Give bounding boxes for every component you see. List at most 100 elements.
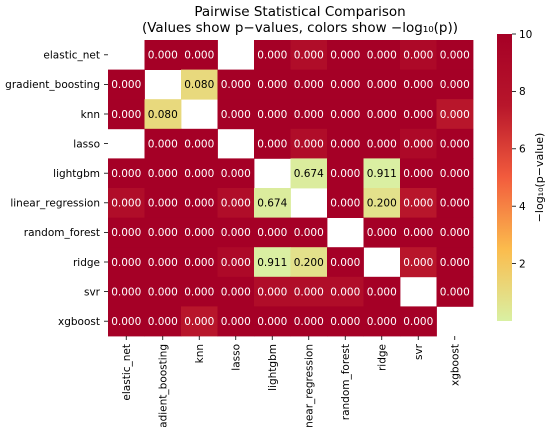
heatmap-cell	[400, 99, 437, 130]
heatmap-cell	[254, 306, 291, 337]
heatmap-cell	[436, 69, 474, 100]
heatmap-cell	[400, 217, 437, 248]
cell-value-label: 0.000	[440, 286, 470, 298]
colorbar-tick-label: 4	[519, 201, 526, 213]
cell-value-label: 0.000	[330, 316, 360, 328]
cell-value-label: 0.000	[330, 198, 360, 210]
heatmap-cell	[181, 276, 218, 307]
heatmap-cell	[144, 128, 182, 159]
heatmap-cell	[254, 40, 291, 70]
colorbar-tick-label: 2	[519, 258, 526, 270]
colorbar	[497, 34, 512, 321]
cell-value-label: 0.000	[221, 257, 251, 269]
cell-value-label: 0.000	[184, 50, 214, 62]
heatmap-cell	[217, 158, 255, 189]
cell-value-label: 0.911	[367, 168, 397, 180]
cell-value-label: 0.674	[257, 198, 287, 210]
cell-value-label: 0.000	[221, 79, 251, 91]
cell-value-label: 0.000	[257, 227, 287, 239]
cell-value-label: 0.000	[184, 286, 214, 298]
heatmap-cell	[290, 99, 328, 130]
cell-value-label: 0.000	[148, 286, 178, 298]
cell-value-label: 0.000	[111, 257, 141, 269]
heatmap-cell	[217, 217, 255, 248]
cell-value-label: 0.000	[440, 198, 470, 210]
colorbar-tick-label: 10	[519, 29, 532, 41]
cell-value-label: 0.000	[257, 109, 287, 121]
cell-value-label: 0.200	[367, 198, 397, 210]
cell-value-label: 0.000	[294, 138, 324, 150]
heatmap-cell	[363, 40, 401, 70]
cell-value-label: 0.674	[294, 168, 324, 180]
heatmap-cell	[217, 247, 255, 278]
cell-value-label: 0.000	[221, 316, 251, 328]
colorbar-tick-label: 6	[519, 144, 526, 156]
cell-value-label: 0.000	[148, 168, 178, 180]
cell-value-label: 0.000	[440, 109, 470, 121]
column-tick-label: ridge	[376, 344, 388, 371]
cell-value-label: 0.000	[440, 79, 470, 91]
cell-value-label: 0.000	[403, 316, 433, 328]
column-tick-label: elastic_net	[121, 344, 133, 401]
cell-value-label: 0.000	[403, 257, 433, 269]
heatmap-cell	[290, 247, 328, 278]
heatmap-cell	[436, 128, 474, 159]
heatmap-cell	[290, 158, 328, 189]
heatmap-cell	[217, 69, 255, 100]
cell-value-label: 0.000	[148, 316, 178, 328]
cell-value-label: 0.000	[367, 227, 397, 239]
heatmap-cell	[363, 158, 401, 189]
heatmap-cell	[327, 276, 364, 307]
heatmap-cell	[327, 158, 364, 189]
cell-value-label: 0.000	[330, 79, 360, 91]
cell-value-label: 0.000	[403, 198, 433, 210]
cell-value-label: 0.000	[403, 79, 433, 91]
cell-value-label: 0.000	[111, 79, 141, 91]
cell-value-label: 0.000	[257, 50, 287, 62]
row-tick-label: svr	[84, 286, 101, 298]
cell-value-label: 0.000	[403, 109, 433, 121]
cell-value-label: 0.000	[111, 227, 141, 239]
row-tick-label: random_forest	[24, 227, 100, 239]
row-tick-label: lasso	[73, 138, 100, 150]
heatmap-cell	[290, 306, 328, 337]
heatmap-cell	[290, 69, 328, 100]
column-tick-label: gradient_boosting	[157, 344, 169, 427]
heatmap-cell	[400, 247, 437, 278]
cell-value-label: 0.000	[294, 79, 324, 91]
heatmap-cell	[400, 128, 437, 159]
heatmap-cell	[144, 188, 182, 218]
cell-value-label: 0.000	[148, 198, 178, 210]
row-tick-label: lightgbm	[53, 168, 100, 180]
heatmap-cell	[144, 217, 182, 248]
cell-value-label: 0.000	[111, 168, 141, 180]
cell-value-label: 0.000	[367, 138, 397, 150]
cell-value-label: 0.000	[367, 286, 397, 298]
heatmap-cell	[363, 99, 401, 130]
cell-value-label: 0.000	[111, 316, 141, 328]
heatmap-cell	[181, 188, 218, 218]
column-tick-label: lasso	[230, 344, 242, 371]
heatmap-cell	[254, 188, 291, 218]
cell-value-label: 0.000	[221, 227, 251, 239]
column-labels: elastic_net gradient_boosting knn lasso ligh…	[121, 336, 461, 427]
heatmap-cell	[108, 217, 145, 248]
cell-value-label: 0.000	[221, 286, 251, 298]
chart-subtitle: (Values show p−values, colors show −log₁…	[142, 20, 458, 36]
heatmap-cell	[217, 188, 255, 218]
heatmap-cell	[327, 188, 364, 218]
heatmap-cell	[217, 276, 255, 307]
heatmap-cell	[290, 217, 328, 248]
heatmap-cell	[108, 158, 145, 189]
heatmap-cell	[400, 158, 437, 189]
cell-value-label: 0.000	[330, 257, 360, 269]
heatmap-cell	[144, 306, 182, 337]
cell-value-label: 0.000	[257, 79, 287, 91]
cell-value-label: 0.000	[440, 50, 470, 62]
cell-value-label: 0.000	[294, 227, 324, 239]
heatmap-cell	[254, 247, 291, 278]
column-tick-label: knn	[194, 344, 206, 363]
heatmap-cell	[363, 69, 401, 100]
cell-value-label: 0.000	[330, 138, 360, 150]
